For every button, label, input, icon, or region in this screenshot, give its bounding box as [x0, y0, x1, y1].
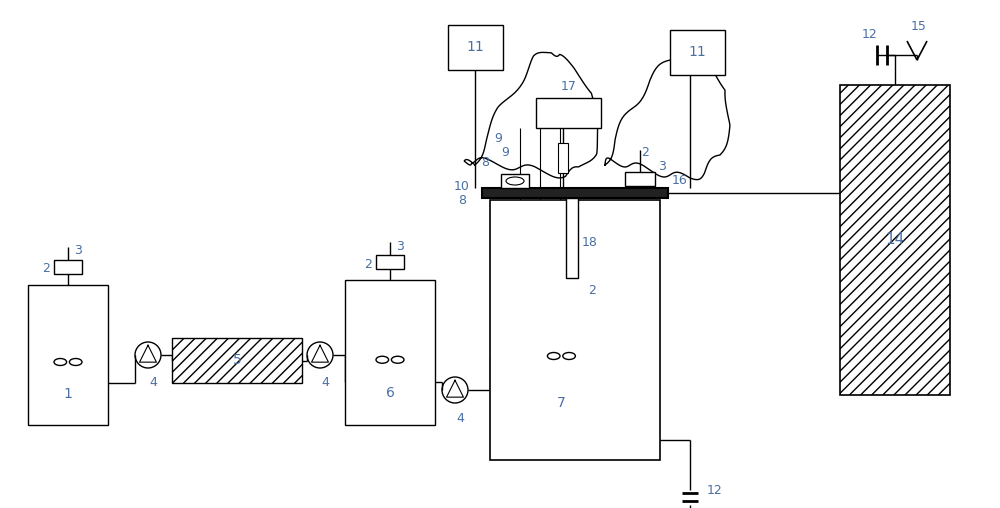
- Text: 2: 2: [42, 263, 50, 275]
- Text: 16: 16: [672, 175, 688, 187]
- Text: 5: 5: [233, 354, 241, 367]
- Bar: [376, 255, 404, 269]
- Bar: [566, 198, 578, 278]
- Text: 4: 4: [456, 411, 464, 425]
- Bar: [501, 174, 529, 188]
- Text: 7: 7: [557, 396, 566, 410]
- Text: 4: 4: [149, 376, 157, 390]
- Bar: [54, 260, 82, 274]
- Bar: [840, 85, 950, 395]
- Bar: [625, 172, 655, 186]
- Text: 11: 11: [688, 45, 706, 59]
- Text: 12: 12: [862, 28, 878, 42]
- Bar: [490, 200, 660, 460]
- Text: 14: 14: [885, 233, 905, 247]
- Polygon shape: [140, 345, 156, 362]
- Text: 15: 15: [911, 20, 927, 34]
- Text: 9: 9: [501, 146, 509, 160]
- Bar: [536, 98, 601, 128]
- Text: 2: 2: [364, 258, 372, 270]
- Text: 3: 3: [396, 239, 404, 252]
- Text: 11: 11: [466, 40, 484, 54]
- Polygon shape: [312, 345, 328, 362]
- Text: 6: 6: [386, 386, 394, 400]
- Text: 8: 8: [458, 195, 466, 207]
- Bar: [558, 143, 568, 173]
- Bar: [345, 280, 435, 425]
- Text: 4: 4: [321, 376, 329, 390]
- Bar: [28, 285, 108, 425]
- Text: 9: 9: [494, 132, 502, 144]
- Bar: [670, 30, 725, 75]
- Text: 10: 10: [454, 180, 470, 194]
- Text: 17: 17: [560, 79, 576, 92]
- Bar: [482, 188, 668, 198]
- Text: 1: 1: [64, 387, 72, 401]
- Text: 2: 2: [641, 145, 649, 158]
- Text: 3: 3: [658, 160, 666, 173]
- Text: 3: 3: [74, 244, 82, 258]
- Polygon shape: [447, 380, 463, 397]
- Text: 8: 8: [481, 156, 489, 170]
- Text: 18: 18: [582, 237, 598, 249]
- Bar: [448, 25, 503, 70]
- Text: 2: 2: [588, 284, 596, 298]
- Text: 12: 12: [707, 484, 723, 496]
- Bar: [172, 338, 302, 383]
